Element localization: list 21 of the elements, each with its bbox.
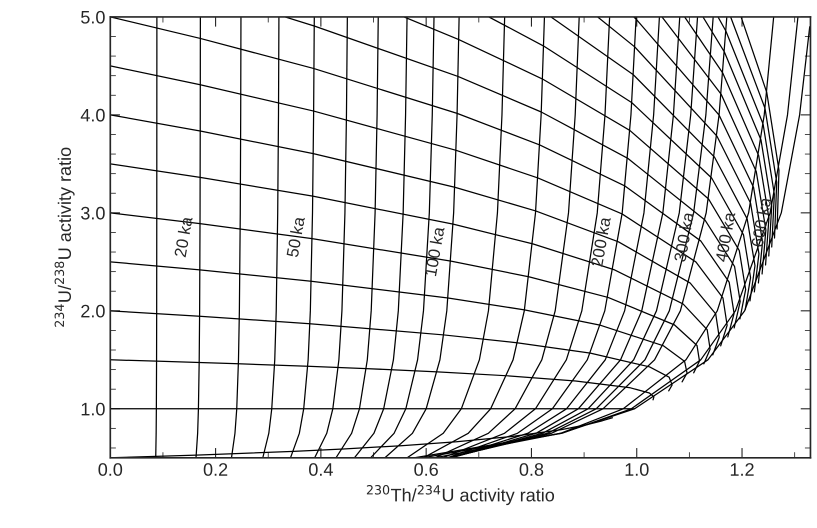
y-tick-label: 1.0 [82, 402, 105, 416]
y-tick-label: 2.0 [81, 304, 105, 318]
x-axis-title: $^{230}$Th/$^{234}$U activity ratio [366, 485, 554, 506]
annotation: 100 ka [424, 226, 445, 276]
y-tick-label: 4.0 [80, 108, 105, 122]
annotation: 600 ka [750, 196, 772, 248]
x-tick-label: 1.0 [626, 463, 649, 476]
y-tick-label: 5.0 [81, 10, 105, 24]
x-tick-label: 0.0 [98, 463, 122, 476]
x-tick-label: 1.2 [730, 463, 754, 476]
annotation: 400 ka [714, 211, 736, 262]
annotation: 50 ka [286, 216, 305, 258]
y-tick-label: 3.0 [81, 206, 105, 220]
x-tick-label: 0.2 [204, 463, 228, 476]
x-tick-label: 0.4 [309, 463, 333, 476]
y-axis-title: $^{234}$U/$^{238}$U activity ratio [54, 148, 75, 327]
annotation: 200 ka [590, 216, 611, 267]
annotation: 300 ka [673, 211, 694, 262]
annotation: 20 ka [174, 216, 193, 258]
x-tick-label: 0.8 [520, 463, 544, 476]
x-tick-label: 0.6 [414, 463, 438, 476]
